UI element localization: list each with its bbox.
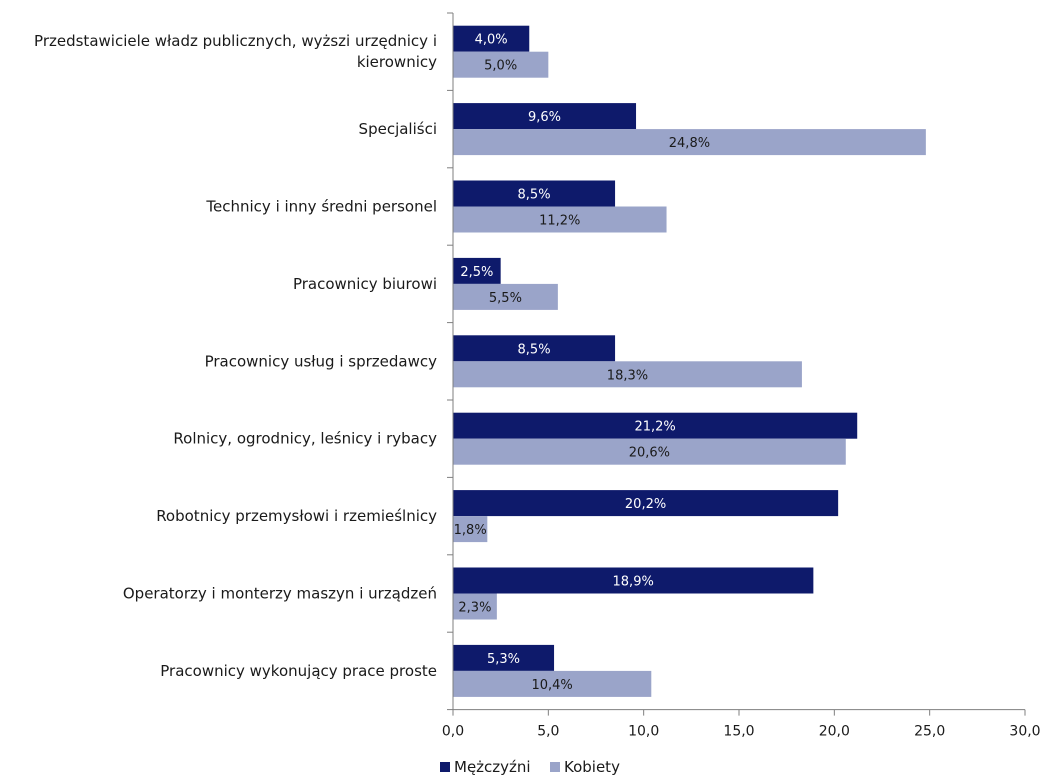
legend-label-women: Kobiety (564, 758, 620, 776)
bar-women-1 (453, 129, 926, 156)
bar-men-8 (453, 644, 555, 671)
x-tick-label-4: 20,0 (819, 724, 850, 740)
data-label-men-3: 2,5% (460, 265, 493, 280)
legend-swatch-men (440, 762, 450, 772)
category-labels: Przedstawiciele władz publicznych, wyższ… (34, 32, 437, 680)
data-label-women-7: 2,3% (458, 601, 491, 616)
bar-men-6 (453, 490, 839, 517)
x-tick-label-6: 30,0 (1009, 724, 1040, 740)
bar-men-7 (453, 567, 814, 594)
legend-swatch-women (550, 762, 560, 772)
category-label-2: Technicy i inny średni personel (205, 198, 437, 216)
category-label-4: Pracownicy usług i sprzedawcy (205, 352, 438, 370)
data-label-women-0: 5,0% (484, 59, 517, 74)
x-tick-label-0: 0,0 (442, 724, 464, 740)
bar-women-7 (453, 593, 497, 620)
data-label-men-8: 5,3% (487, 652, 520, 667)
data-label-men-2: 8,5% (518, 188, 551, 203)
x-tick-label-3: 15,0 (723, 724, 754, 740)
data-label-men-1: 9,6% (528, 110, 561, 125)
data-label-women-8: 10,4% (531, 678, 572, 693)
category-label-1: Specjaliści (359, 120, 437, 138)
category-label-0-line-1: kierownicy (357, 53, 437, 71)
data-label-women-1: 24,8% (669, 136, 710, 151)
category-label-3: Pracownicy biurowi (293, 275, 437, 293)
data-label-women-5: 20,6% (629, 446, 670, 461)
category-label-8: Pracownicy wykonujący prace proste (160, 662, 437, 680)
legend-label-men: Mężczyźni (454, 758, 531, 776)
bar-men-0 (453, 25, 530, 52)
x-tick-label-1: 5,0 (537, 724, 559, 740)
data-label-women-3: 5,5% (489, 291, 522, 306)
x-tick-label-2: 10,0 (628, 724, 659, 740)
category-label-5: Rolnicy, ogrodnicy, leśnicy i rybacy (173, 430, 437, 448)
bar-women-5 (453, 438, 846, 465)
bar-men-3 (453, 257, 501, 284)
bar-women-3 (453, 283, 558, 310)
data-label-women-4: 18,3% (607, 368, 648, 383)
bar-men-2 (453, 180, 616, 207)
bar-men-4 (453, 335, 616, 362)
bar-women-2 (453, 206, 667, 233)
data-label-men-5: 21,2% (634, 420, 675, 435)
data-label-women-2: 11,2% (539, 214, 580, 229)
bar-women-6 (453, 516, 488, 543)
bar-women-0 (453, 51, 549, 78)
x-tick-label-5: 25,0 (914, 724, 945, 740)
bar-men-1 (453, 103, 637, 130)
legend: Mężczyźni Kobiety (440, 758, 620, 776)
axes: 0,0 5,0 10,0 15,0 20,0 25,0 30,0 (442, 12, 1041, 740)
bar-men-5 (453, 412, 858, 439)
bars-group: 4,0% 5,0% 9,6% 24,8% 8,5% 11,2% 2,5% 5,5% 8,5% 18… (453, 25, 926, 697)
data-label-women-6: 1,8% (454, 523, 487, 538)
data-label-men-7: 18,9% (613, 575, 654, 590)
category-label-7: Operatorzy i monterzy maszyn i urządzeń (123, 585, 437, 603)
category-label-6: Robotnicy przemysłowi i rzemieślnicy (156, 507, 437, 525)
bar-women-8 (453, 670, 652, 697)
data-label-men-4: 8,5% (518, 342, 551, 357)
data-label-men-6: 20,2% (625, 497, 666, 512)
category-label-0-line-0: Przedstawiciele władz publicznych, wyższ… (34, 32, 437, 50)
data-label-men-0: 4,0% (475, 33, 508, 48)
bar-women-4 (453, 361, 802, 388)
